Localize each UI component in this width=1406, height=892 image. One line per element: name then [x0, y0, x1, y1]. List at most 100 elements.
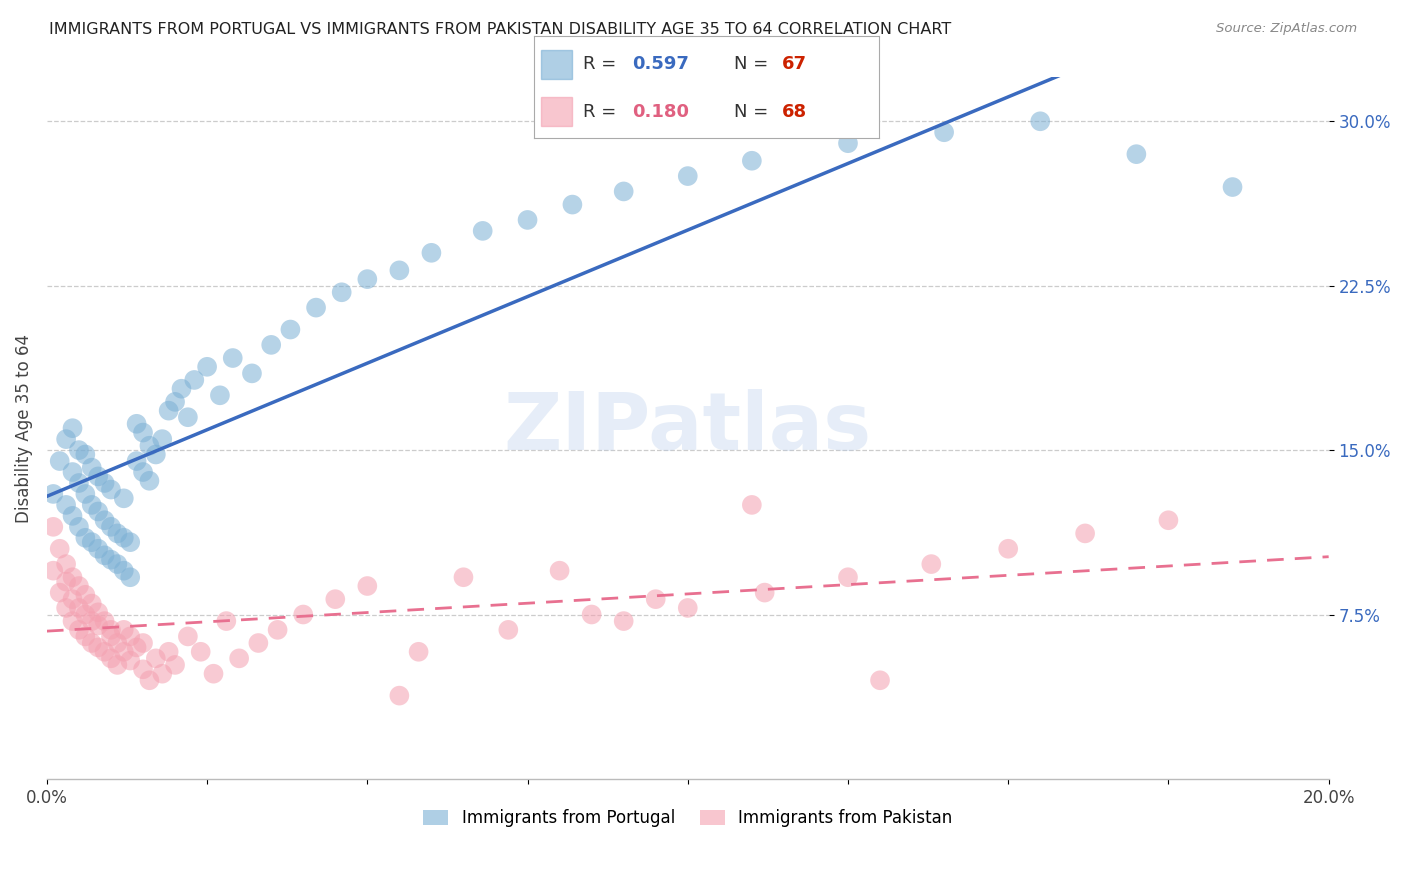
Point [87, 605, 110, 619]
Point [55, 557, 77, 571]
Point [120, 629, 142, 643]
Text: R =: R = [582, 103, 621, 120]
Point [100, 520, 122, 534]
Point [150, 432, 173, 446]
Point [498, 623, 520, 637]
Bar [541, 97, 572, 126]
Legend: Immigrants from Portugal, Immigrants from Pakistan: Immigrants from Portugal, Immigrants fro… [416, 803, 959, 834]
Bar [541, 50, 572, 78]
Point [112, 623, 135, 637]
Point [112, 645, 135, 659]
Point [280, 322, 302, 336]
Point [228, 651, 250, 665]
Point [157, 645, 180, 659]
Point [676, 601, 699, 615]
Text: IMMIGRANTS FROM PORTUGAL VS IMMIGRANTS FROM PAKISTAN DISABILITY AGE 35 TO 64 COR: IMMIGRANTS FROM PORTUGAL VS IMMIGRANTS F… [49, 22, 952, 37]
Point [132, 662, 155, 676]
Point [125, 640, 148, 655]
Point [75, 607, 97, 622]
Y-axis label: Disability Age 35 to 64: Disability Age 35 to 64 [15, 334, 32, 523]
Point [837, 136, 859, 151]
Point [644, 592, 666, 607]
Text: 67: 67 [782, 55, 807, 73]
Point [62, 614, 84, 628]
Point [80, 597, 103, 611]
Point [48, 585, 70, 599]
Point [75, 588, 97, 602]
Point [75, 629, 97, 643]
Point [80, 498, 103, 512]
Point [125, 417, 148, 431]
Point [48, 541, 70, 556]
Point [120, 654, 142, 668]
Point [165, 395, 187, 409]
Point [266, 623, 288, 637]
Point [112, 491, 135, 506]
Point [62, 592, 84, 607]
Point [932, 125, 955, 139]
Point [62, 570, 84, 584]
Point [100, 623, 122, 637]
Point [62, 421, 84, 435]
Point [67, 623, 90, 637]
Point [356, 579, 378, 593]
Text: ZIPatlas: ZIPatlas [503, 389, 872, 467]
Point [165, 657, 187, 672]
Point [55, 601, 77, 615]
Point [741, 498, 763, 512]
Point [170, 382, 193, 396]
Point [48, 454, 70, 468]
Point [471, 224, 494, 238]
Point [613, 614, 636, 628]
Point [240, 367, 263, 381]
Point [87, 469, 110, 483]
Point [138, 474, 160, 488]
Text: 0.180: 0.180 [633, 103, 689, 120]
Point [67, 475, 90, 490]
Point [100, 552, 122, 566]
Point [100, 651, 122, 665]
Point [67, 520, 90, 534]
Point [177, 629, 200, 643]
Point [138, 439, 160, 453]
Point [112, 564, 135, 578]
Point [330, 285, 353, 300]
Point [100, 483, 122, 497]
Point [215, 614, 238, 628]
Point [105, 557, 128, 571]
Point [55, 574, 77, 589]
Point [93, 475, 115, 490]
Point [305, 301, 328, 315]
Point [195, 359, 218, 374]
Text: R =: R = [582, 55, 621, 73]
Point [105, 526, 128, 541]
Point [516, 213, 538, 227]
Point [561, 197, 583, 211]
Point [1157, 513, 1180, 527]
Point [120, 570, 142, 584]
Point [145, 448, 167, 462]
Point [132, 425, 155, 440]
Point [87, 618, 110, 632]
Point [222, 351, 245, 365]
Point [80, 636, 103, 650]
Text: 68: 68 [782, 103, 807, 120]
Point [177, 410, 200, 425]
Point [157, 403, 180, 417]
Point [105, 636, 128, 650]
Point [420, 245, 443, 260]
Point [80, 614, 103, 628]
Point [93, 549, 115, 563]
Point [1029, 114, 1052, 128]
Point [676, 169, 699, 183]
Point [67, 601, 90, 615]
Point [80, 535, 103, 549]
Point [132, 465, 155, 479]
Point [920, 557, 942, 571]
Point [93, 614, 115, 628]
Point [112, 531, 135, 545]
Point [93, 645, 115, 659]
Point [1074, 526, 1097, 541]
Text: Source: ZipAtlas.com: Source: ZipAtlas.com [1216, 22, 1357, 36]
Point [356, 272, 378, 286]
